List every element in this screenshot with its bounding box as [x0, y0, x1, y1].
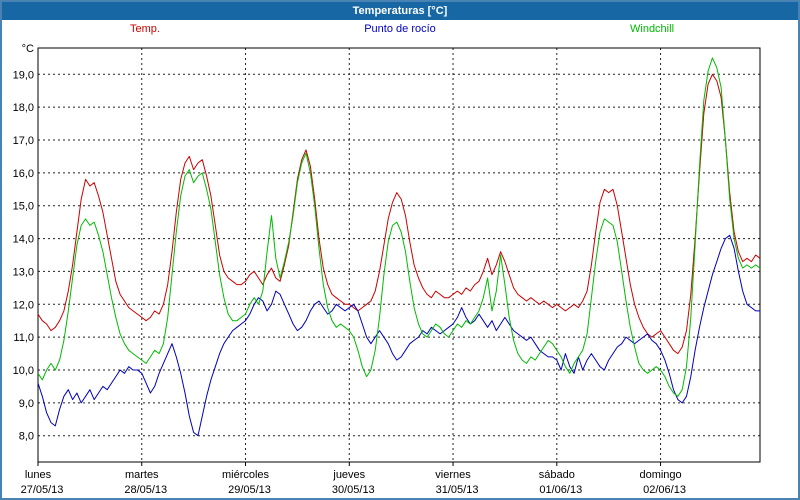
window-titlebar: Temperaturas [°C]: [2, 2, 798, 20]
y-tick-label: 13,0: [13, 266, 34, 278]
y-tick-label: 12,0: [13, 299, 34, 311]
y-tick-label: 15,0: [13, 201, 34, 213]
chart-legend: Temp. Punto de rocío Windchill: [2, 20, 798, 38]
day-name-label: lunes: [25, 469, 52, 481]
y-tick-label: 9,0: [19, 398, 34, 410]
day-date-label: 28/05/13: [124, 484, 167, 496]
y-tick-label: 10,0: [13, 365, 34, 377]
chart-grid: [38, 48, 760, 462]
day-name-label: sábado: [539, 469, 575, 481]
y-axis-unit: °C: [22, 43, 34, 55]
y-tick-label: 19,0: [13, 69, 34, 81]
y-tick-label: 11,0: [13, 332, 34, 344]
day-name-label: martes: [125, 469, 159, 481]
day-name-label: viernes: [435, 469, 471, 481]
series-line-temp-: [37, 73, 761, 355]
series-line-windchill: [37, 57, 761, 397]
y-tick-label: 14,0: [13, 234, 34, 246]
day-date-label: 01/06/13: [539, 484, 582, 496]
y-tick-label: 16,0: [13, 168, 34, 180]
day-name-label: miércoles: [222, 469, 270, 481]
y-tick-label: 8,0: [19, 431, 34, 443]
x-axis-labels: lunes 27/05/13 martes 28/05/13 miércoles 29/0…: [21, 462, 686, 496]
window-title: Temperaturas [°C]: [352, 5, 448, 17]
legend-temp-label: Temp.: [130, 23, 160, 35]
temperature-line-chart: 8,0 9,0 10,0 11,0 12,0 13,0 14,0 15,0 16,0 17,0 18…: [13, 43, 761, 496]
day-date-label: 30/05/13: [332, 484, 375, 496]
day-name-label: jueves: [332, 469, 365, 481]
day-date-label: 27/05/13: [21, 484, 64, 496]
day-date-label: 31/05/13: [436, 484, 479, 496]
legend-dewpoint-label: Punto de rocío: [364, 23, 436, 35]
y-tick-label: 18,0: [13, 102, 34, 114]
day-date-label: 02/06/13: [643, 484, 686, 496]
day-name-label: domingo: [639, 469, 681, 481]
plot-border: [37, 47, 761, 463]
legend-windchill-label: Windchill: [630, 23, 675, 35]
y-tick-label: 17,0: [13, 135, 34, 147]
day-date-label: 29/05/13: [228, 484, 271, 496]
series-line-punto-de-roc-o: [37, 234, 760, 437]
